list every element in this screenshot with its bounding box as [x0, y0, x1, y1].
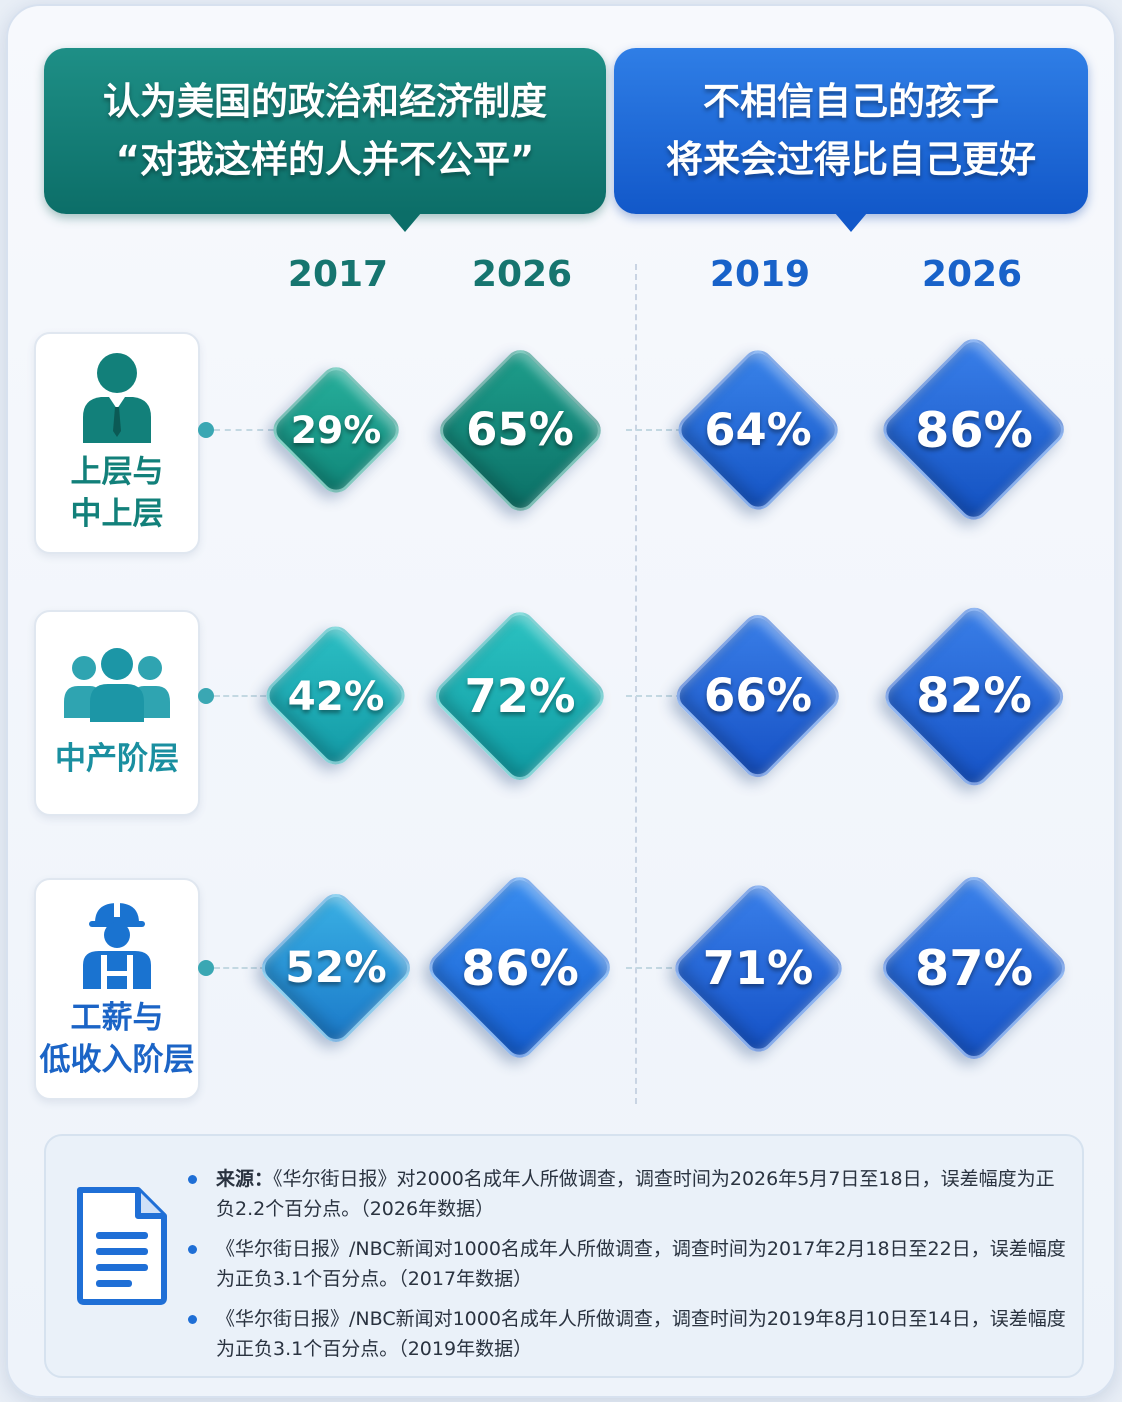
header-left-pointer [389, 213, 421, 232]
category-upper-class: 上层与 中上层 [34, 332, 200, 554]
value-label: 86% [461, 938, 579, 997]
value-diamond: 29% [266, 360, 406, 500]
source-notes: 来源：《华尔街日报》对2000名成年人所做调查，调查时间为2026年5月7日至1… [44, 1134, 1084, 1378]
row-connector-line [214, 429, 274, 431]
value-label: 72% [464, 668, 576, 723]
header-right-pointer [835, 213, 867, 232]
infographic-card: 认为美国的政治和经济制度 “对我这样的人并不公平” 不相信自己的孩子 将来会过得… [6, 4, 1116, 1398]
header-left-line1: 认为美国的政治和经济制度 [103, 80, 547, 123]
value-diamond: 87% [876, 870, 1072, 1066]
source-label: 来源： [216, 1168, 274, 1190]
source-note-text: 《华尔街日报》对2000名成年人所做调查，调查时间为2026年5月7日至18日，… [216, 1168, 1055, 1220]
document-icon [77, 1187, 167, 1305]
category-label-middle: 中产阶层 [55, 741, 179, 777]
row-connector-dot [198, 960, 214, 976]
row-connector-dot [198, 422, 214, 438]
value-label: 86% [915, 400, 1033, 459]
value-diamond: 86% [422, 870, 618, 1066]
header-right-line2: 将来会过得比自己更好 [666, 138, 1036, 181]
source-note-text: 《华尔街日报》/NBC新闻对1000名成年人所做调查，调查时间为2017年2月1… [216, 1238, 1066, 1290]
value-label: 42% [287, 671, 385, 720]
bullet-dot [188, 1315, 197, 1324]
category-middle-class: 中产阶层 [34, 610, 200, 816]
year-label-2026-right: 2026 [921, 254, 1023, 295]
businessman-icon [83, 353, 151, 443]
value-diamond: 82% [878, 600, 1070, 792]
source-note-2017: 《华尔街日报》/NBC新闻对1000名成年人所做调查，调查时间为2017年2月1… [188, 1234, 1066, 1294]
bullet-dot [188, 1175, 197, 1184]
column-divider [635, 264, 637, 1104]
source-note-2026: 来源：《华尔街日报》对2000名成年人所做调查，调查时间为2026年5月7日至1… [188, 1164, 1066, 1224]
row-connector-line [214, 695, 266, 697]
source-note-2019: 《华尔街日报》/NBC新闻对1000名成年人所做调查，调查时间为2019年8月1… [188, 1304, 1066, 1364]
value-label: 52% [285, 943, 387, 993]
header-right-line1: 不相信自己的孩子 [703, 80, 999, 123]
row-connector-line [214, 967, 266, 969]
row-connector-line [626, 429, 682, 431]
value-diamond: 71% [668, 878, 848, 1058]
value-label: 29% [290, 407, 382, 452]
category-label-working: 工薪与 低收入阶层 [39, 1000, 195, 1078]
value-label: 82% [916, 667, 1032, 724]
source-note-text: 《华尔街日报》/NBC新闻对1000名成年人所做调查，调查时间为2019年8月1… [216, 1308, 1066, 1360]
value-diamond: 64% [671, 343, 845, 517]
group-icon [64, 648, 170, 722]
value-diamond: 72% [429, 605, 611, 787]
value-diamond: 66% [670, 608, 846, 784]
value-diamond: 42% [260, 620, 412, 772]
year-label-2017: 2017 [287, 254, 389, 295]
row-connector-line [626, 695, 682, 697]
category-label-upper: 上层与 中上层 [70, 454, 164, 532]
header-children-future: 不相信自己的孩子 将来会过得比自己更好 [614, 48, 1088, 232]
year-label-2019: 2019 [709, 254, 811, 295]
value-diamond: 65% [433, 343, 607, 517]
value-label: 66% [703, 669, 813, 723]
value-diamond: 86% [876, 332, 1072, 528]
year-label-2026-left: 2026 [471, 254, 573, 295]
bullet-dot [188, 1245, 197, 1254]
value-diamond: 52% [255, 887, 417, 1049]
value-label: 71% [702, 940, 814, 995]
value-label: 65% [466, 403, 574, 457]
header-left-line2: “对我这样的人并不公平” [115, 138, 535, 181]
header-unfair-system: 认为美国的政治和经济制度 “对我这样的人并不公平” [44, 48, 606, 232]
row-connector-dot [198, 688, 214, 704]
row-connector-line [626, 967, 682, 969]
category-working-class: 工薪与 低收入阶层 [34, 878, 200, 1100]
value-label: 87% [914, 938, 1034, 997]
worker-hardhat-icon [83, 903, 151, 989]
value-label: 64% [704, 403, 812, 457]
